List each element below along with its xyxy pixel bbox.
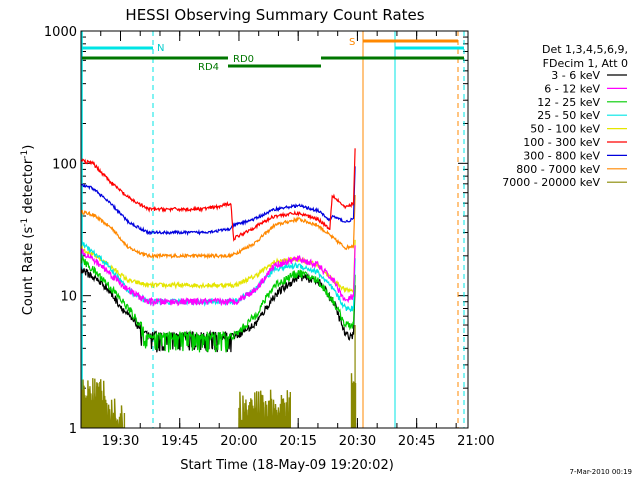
plot-timestamp: 7-Mar-2010 00:19 [570,468,632,476]
event-lines [81,31,465,428]
y-tick-label: 10 [60,290,77,305]
flag-label-rd4: RD4 [198,62,219,73]
legend-label: 7000 - 20000 keV [502,176,600,189]
legend-label: 25 - 50 keV [537,109,600,122]
x-tick-label: 21:00 [457,434,494,449]
legend-label: 100 - 300 keV [523,136,600,149]
x-axis-label: Start Time (18-May-09 19:20:02) [180,458,394,473]
chart-title: HESSI Observing Summary Count Rates [125,6,424,24]
series-lines [81,148,357,428]
flag-bars [82,39,464,68]
x-tick-label: 19:45 [161,434,198,449]
x-tick-label: 20:00 [220,434,257,449]
series-line-8-block [246,398,287,428]
y-tick-label: 1 [69,422,77,437]
flag-labels: N RD0 RD4 S [157,37,355,73]
legend-label: 300 - 800 keV [523,149,600,162]
x-tick-label: 19:30 [102,434,139,449]
y-tick-label: 100 [52,157,77,172]
y-tick-label: 1000 [44,25,77,40]
axes-frame [80,30,469,429]
x-axis-ticks: 19:30 19:45 20:00 20:15 20:30 20:45 21:00 [80,31,495,449]
legend-label: 50 - 100 keV [530,123,600,136]
legend-header-line-2: FDecim 1, Att 0 [543,57,628,70]
series-line-1 [81,245,356,307]
y-axis-label: Count Rate (s-1 detector-1) [20,145,36,316]
legend: Det 1,3,4,5,6,9, FDecim 1, Att 0 3 - 6 k… [502,43,628,189]
series-line-2 [81,254,356,353]
y-label-sup-1: -1 [20,218,30,227]
flag-label-s: S [349,37,355,48]
legend-label: 800 - 7000 keV [516,163,600,176]
flag-label-rd0: RD0 [233,54,254,65]
flag-label-n: N [157,43,164,54]
legend-label: 12 - 25 keV [537,96,600,109]
y-label-part-1: Count Rate (s [21,227,36,316]
x-tick-label: 20:45 [398,434,435,449]
y-label-part-2: detector [21,158,36,218]
series-line-6 [81,166,356,237]
legend-label: 3 - 6 keV [551,69,600,82]
x-tick-label: 20:30 [339,434,376,449]
y-label-part-3: ) [21,145,36,150]
series-line-7 [81,194,356,260]
plot-area [81,31,465,428]
series-line-8-block [115,405,126,428]
series-line-5 [81,148,356,242]
x-tick-label: 20:15 [279,434,316,449]
y-label-sup-2: -1 [20,150,30,159]
legend-label: 6 - 12 keV [544,82,600,95]
legend-header-line-1: Det 1,3,4,5,6,9, [542,43,628,56]
y-axis-ticks: 1 10 100 1000 [44,25,468,437]
series-line-8-block [96,398,118,428]
